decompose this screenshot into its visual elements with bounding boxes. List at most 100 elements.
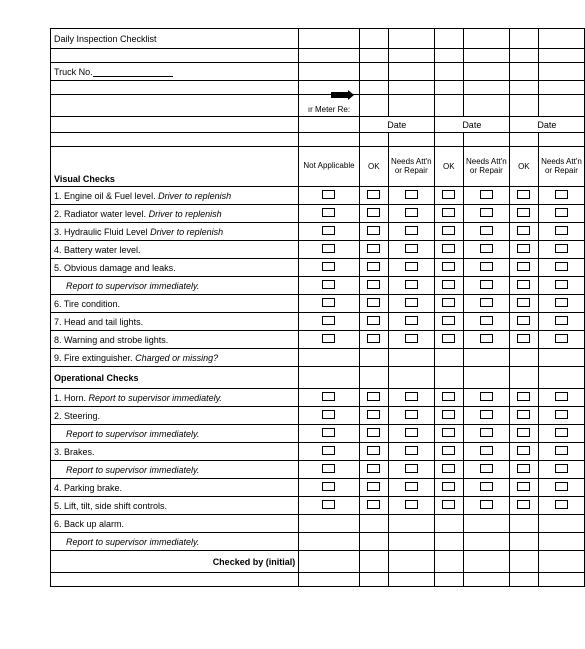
checkbox-cell[interactable] [463, 277, 509, 295]
checkbox-cell[interactable] [434, 461, 463, 479]
checkbox-cell[interactable] [299, 389, 360, 407]
checkbox-icon[interactable] [405, 244, 418, 253]
checkbox-icon[interactable] [555, 316, 568, 325]
checkbox-cell[interactable] [538, 187, 584, 205]
checkbox-cell[interactable] [434, 187, 463, 205]
checkbox-cell[interactable] [359, 331, 388, 349]
checkbox-cell[interactable] [463, 443, 509, 461]
checkbox-cell[interactable] [388, 515, 434, 533]
checkbox-icon[interactable] [555, 392, 568, 401]
checkbox-cell[interactable] [434, 515, 463, 533]
checkbox-icon[interactable] [367, 410, 380, 419]
checkbox-cell[interactable] [388, 497, 434, 515]
checkbox-icon[interactable] [322, 482, 335, 491]
checkbox-cell[interactable] [359, 205, 388, 223]
checkbox-icon[interactable] [442, 500, 455, 509]
checkbox-cell[interactable] [538, 331, 584, 349]
checkbox-icon[interactable] [442, 428, 455, 437]
checkbox-icon[interactable] [442, 298, 455, 307]
checkbox-cell[interactable] [388, 331, 434, 349]
checkbox-icon[interactable] [322, 500, 335, 509]
checkbox-icon[interactable] [442, 334, 455, 343]
checkbox-cell[interactable] [388, 187, 434, 205]
checkbox-cell[interactable] [509, 313, 538, 331]
checkbox-icon[interactable] [442, 464, 455, 473]
checkbox-icon[interactable] [442, 190, 455, 199]
checkbox-icon[interactable] [322, 298, 335, 307]
checkbox-icon[interactable] [322, 226, 335, 235]
checkbox-icon[interactable] [555, 428, 568, 437]
checkbox-cell[interactable] [538, 223, 584, 241]
checkbox-icon[interactable] [322, 464, 335, 473]
checkbox-cell[interactable] [463, 425, 509, 443]
checkbox-cell[interactable] [299, 295, 360, 313]
checkbox-icon[interactable] [367, 298, 380, 307]
checkbox-cell[interactable] [509, 479, 538, 497]
checkbox-icon[interactable] [405, 316, 418, 325]
checkbox-icon[interactable] [442, 262, 455, 271]
checkbox-icon[interactable] [480, 482, 493, 491]
checkbox-icon[interactable] [480, 280, 493, 289]
checkbox-icon[interactable] [405, 446, 418, 455]
checkbox-icon[interactable] [517, 262, 530, 271]
checkbox-icon[interactable] [367, 226, 380, 235]
checkbox-icon[interactable] [442, 392, 455, 401]
checkbox-icon[interactable] [322, 428, 335, 437]
checkbox-cell[interactable] [359, 349, 388, 367]
checkbox-cell[interactable] [388, 277, 434, 295]
checkbox-icon[interactable] [480, 262, 493, 271]
checkbox-cell[interactable] [509, 443, 538, 461]
checkbox-cell[interactable] [463, 205, 509, 223]
checkbox-cell[interactable] [359, 241, 388, 259]
checkbox-cell[interactable] [359, 277, 388, 295]
checkbox-cell[interactable] [463, 515, 509, 533]
checkbox-cell[interactable] [434, 349, 463, 367]
checkbox-cell[interactable] [434, 223, 463, 241]
checkbox-cell[interactable] [434, 497, 463, 515]
checkbox-icon[interactable] [405, 208, 418, 217]
checkbox-icon[interactable] [555, 446, 568, 455]
checkbox-cell[interactable] [463, 331, 509, 349]
checkbox-icon[interactable] [480, 446, 493, 455]
checkbox-cell[interactable] [299, 461, 360, 479]
checkbox-cell[interactable] [538, 407, 584, 425]
checkbox-cell[interactable] [434, 259, 463, 277]
checkbox-icon[interactable] [480, 208, 493, 217]
checkbox-icon[interactable] [555, 410, 568, 419]
checkbox-cell[interactable] [463, 349, 509, 367]
checkbox-cell[interactable] [463, 241, 509, 259]
checkbox-cell[interactable] [538, 277, 584, 295]
checkbox-icon[interactable] [442, 280, 455, 289]
checkbox-cell[interactable] [463, 295, 509, 313]
checkbox-icon[interactable] [480, 428, 493, 437]
checkbox-icon[interactable] [367, 190, 380, 199]
checkbox-icon[interactable] [405, 334, 418, 343]
checkbox-cell[interactable] [359, 259, 388, 277]
checkbox-icon[interactable] [367, 208, 380, 217]
checkbox-cell[interactable] [509, 425, 538, 443]
checkbox-icon[interactable] [480, 500, 493, 509]
checkbox-icon[interactable] [517, 226, 530, 235]
checkbox-cell[interactable] [434, 389, 463, 407]
checkbox-icon[interactable] [555, 500, 568, 509]
checkbox-cell[interactable] [299, 425, 360, 443]
checkbox-cell[interactable] [299, 277, 360, 295]
checkbox-icon[interactable] [517, 410, 530, 419]
checkbox-icon[interactable] [555, 334, 568, 343]
checkbox-cell[interactable] [538, 443, 584, 461]
truck-no-line[interactable] [93, 67, 173, 77]
checkbox-cell[interactable] [388, 425, 434, 443]
checkbox-icon[interactable] [555, 280, 568, 289]
checkbox-cell[interactable] [463, 389, 509, 407]
checkbox-cell[interactable] [299, 407, 360, 425]
checkbox-icon[interactable] [442, 446, 455, 455]
checkbox-cell[interactable] [359, 407, 388, 425]
checkbox-icon[interactable] [517, 316, 530, 325]
checkbox-icon[interactable] [405, 190, 418, 199]
checkbox-cell[interactable] [463, 461, 509, 479]
checkbox-cell[interactable] [299, 259, 360, 277]
checkbox-icon[interactable] [555, 190, 568, 199]
checkbox-cell[interactable] [538, 241, 584, 259]
checkbox-cell[interactable] [463, 313, 509, 331]
checkbox-cell[interactable] [463, 479, 509, 497]
